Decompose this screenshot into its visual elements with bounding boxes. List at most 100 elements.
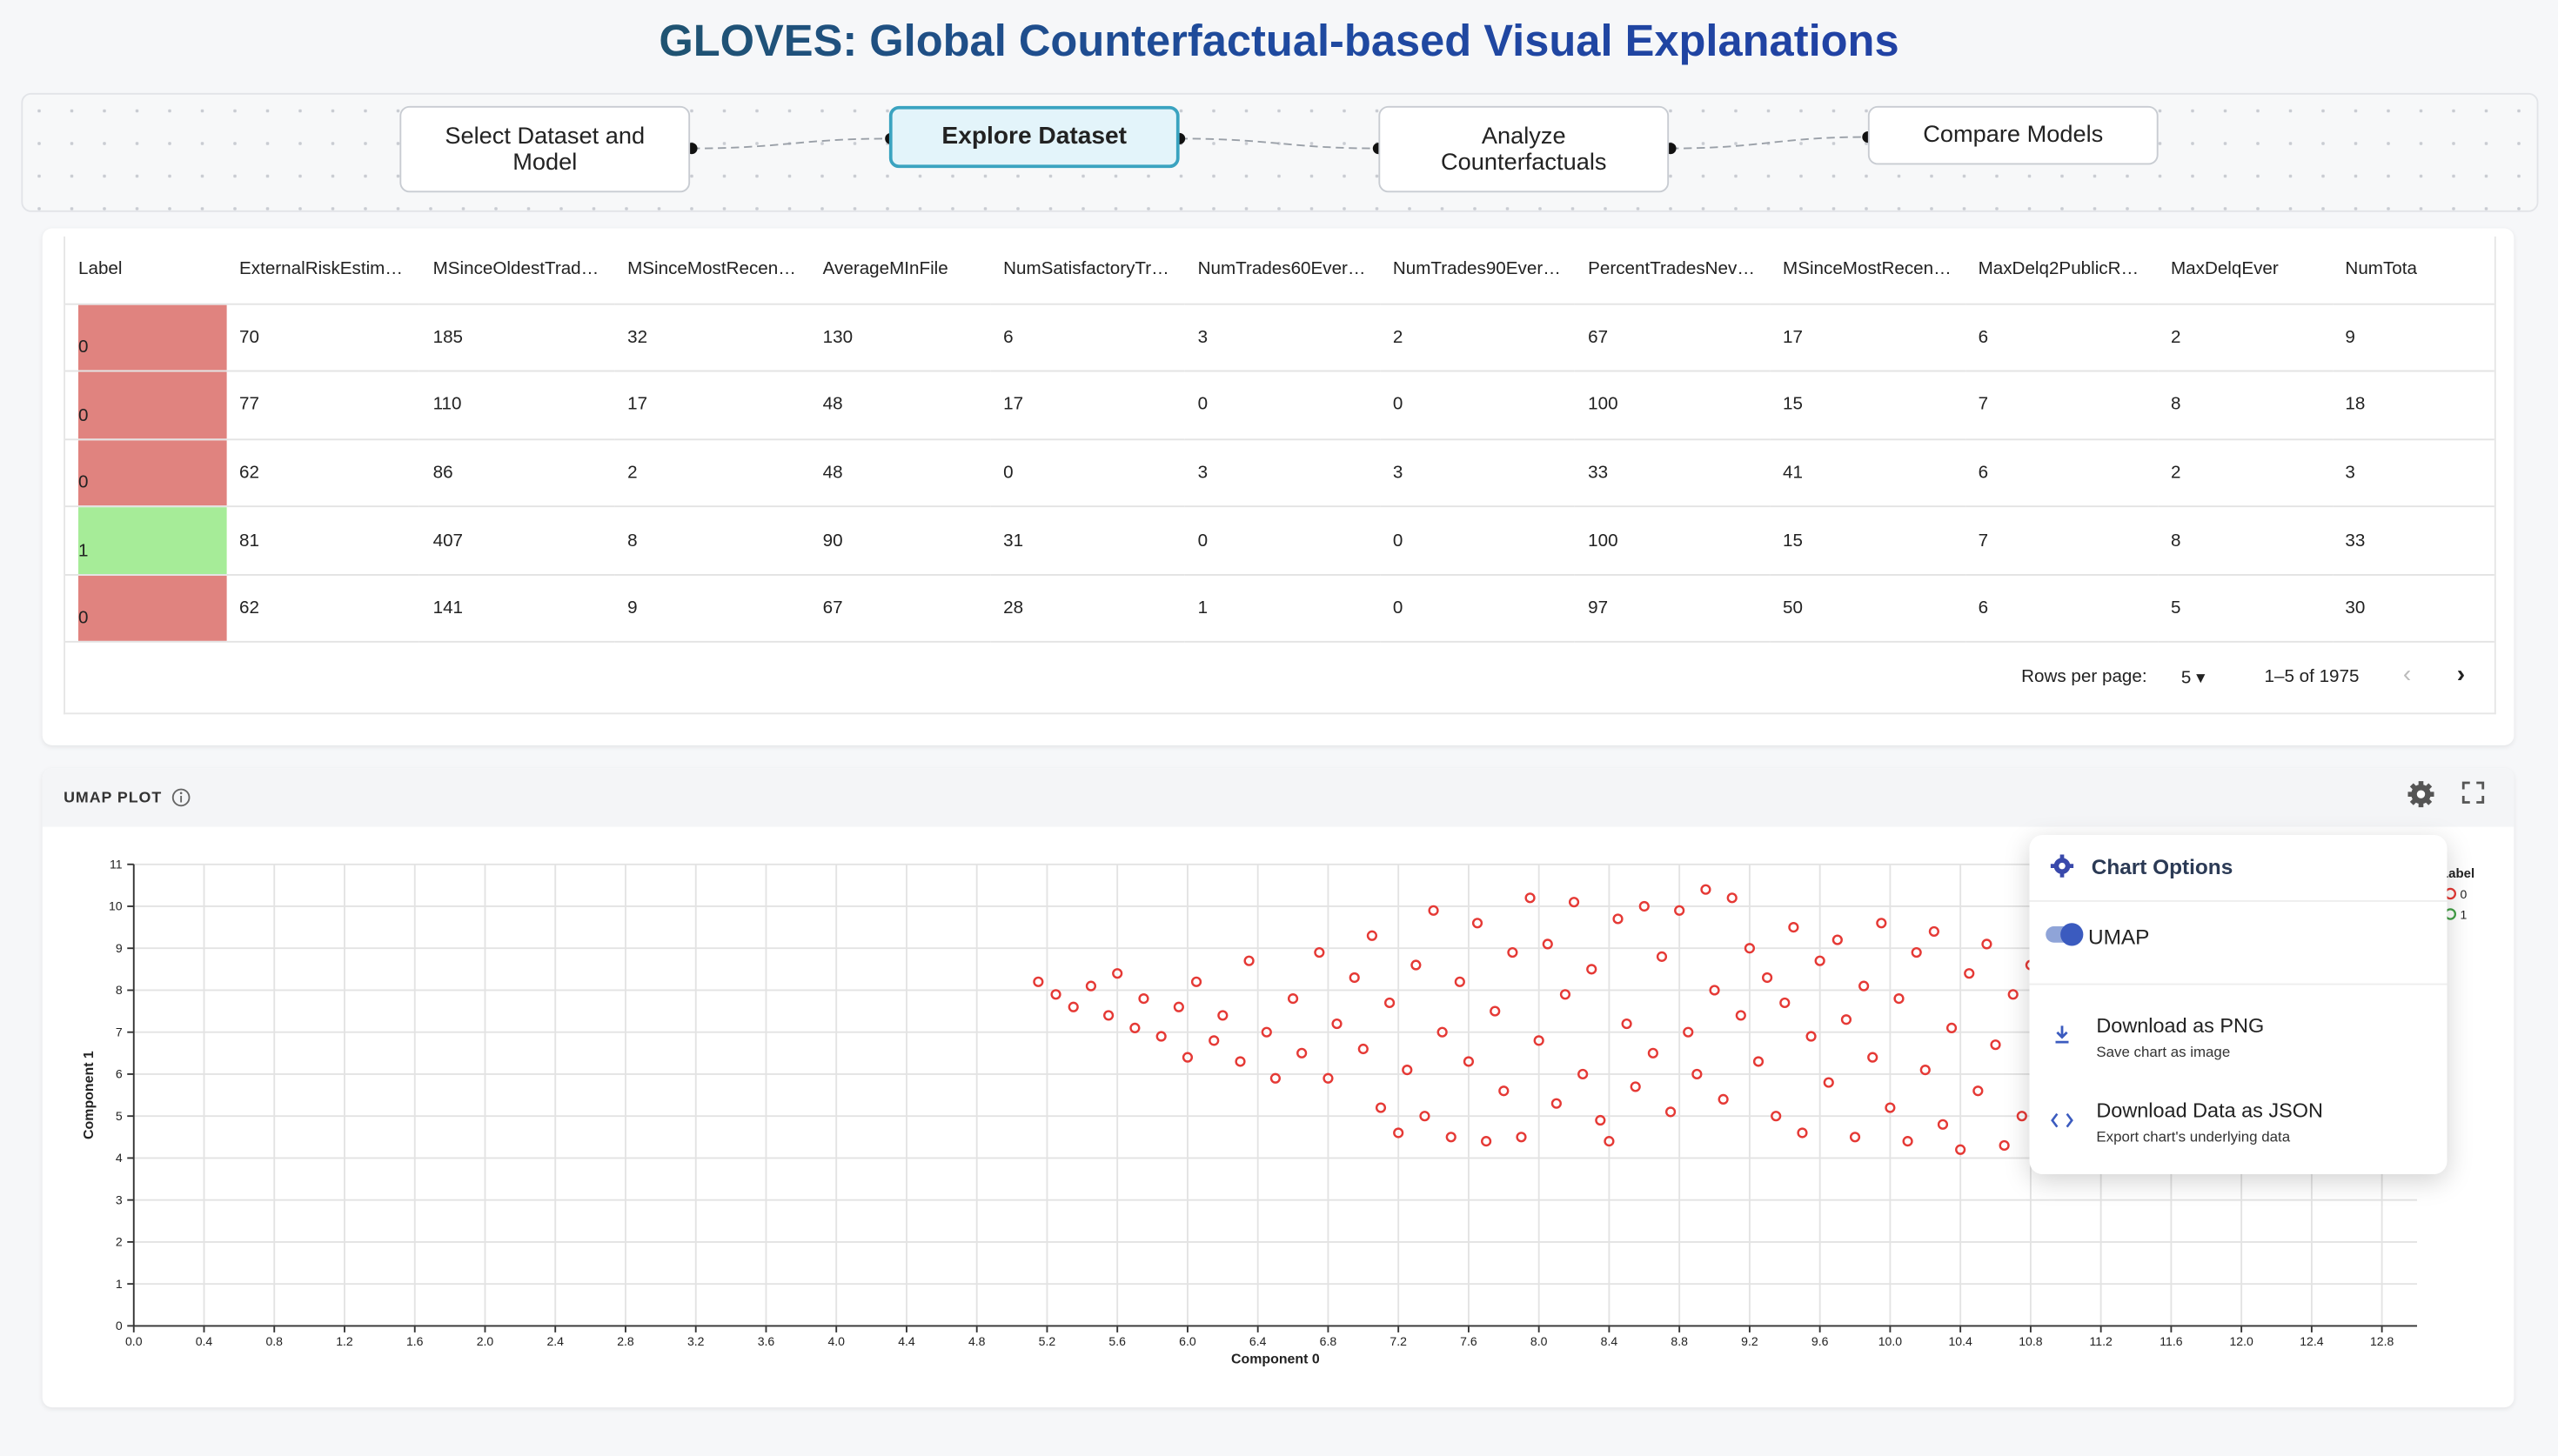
cell-text: 70 bbox=[239, 327, 260, 347]
cell-text: 6 bbox=[1978, 598, 1989, 618]
x-tick-label: 3.2 bbox=[687, 1334, 705, 1348]
x-tick-label: 12.4 bbox=[2300, 1334, 2324, 1348]
x-tick-label: 11.2 bbox=[2089, 1334, 2112, 1348]
table-cell: 110 bbox=[419, 371, 615, 440]
rows-per-page-select[interactable]: 5 ▾ bbox=[2180, 668, 2206, 689]
x-tick-label: 4.0 bbox=[827, 1334, 845, 1348]
data-point bbox=[1296, 1047, 1308, 1059]
y-tick-label: 6 bbox=[116, 1067, 123, 1081]
data-point bbox=[1788, 922, 1799, 933]
x-tick-label: 12.0 bbox=[2229, 1334, 2253, 1348]
step-button[interactable]: Explore Dataset bbox=[888, 105, 1180, 169]
table-cell: 67 bbox=[809, 574, 991, 644]
table-cell: 41 bbox=[1770, 438, 1965, 508]
settings-button[interactable] bbox=[2407, 779, 2436, 809]
data-point bbox=[1656, 951, 1668, 962]
data-point bbox=[1664, 1106, 1677, 1118]
table-row: 0 77 110 17 48 17 0 0 100 15 7 8 18 bbox=[65, 371, 2494, 440]
table-row: 1 81 407 8 90 31 0 0 100 15 7 8 33 bbox=[65, 506, 2494, 576]
column-header: NumTota bbox=[2332, 236, 2494, 304]
table-cell: 3 bbox=[1184, 303, 1380, 372]
column-header: MaxDelq2PublicR… bbox=[1965, 236, 2158, 304]
legend-label: 0 bbox=[2461, 887, 2468, 901]
label-badge bbox=[78, 575, 227, 641]
y-tick-label: 5 bbox=[116, 1109, 123, 1123]
table-cell: 6 bbox=[1965, 574, 2158, 644]
data-point bbox=[1269, 1072, 1281, 1084]
data-point bbox=[1647, 1047, 1658, 1059]
table-container: Label ExternalRiskEstim… MSinceOldestTrad…… bbox=[64, 236, 2496, 715]
cell-text: 130 bbox=[822, 327, 854, 347]
table-cell: 3 bbox=[2332, 438, 2494, 508]
data-point bbox=[1129, 1022, 1141, 1033]
table-cell: 81 bbox=[226, 506, 420, 576]
umap-toggle[interactable] bbox=[2046, 923, 2084, 946]
info-icon[interactable] bbox=[171, 788, 191, 808]
y-axis-label: Component 1 bbox=[82, 1051, 97, 1139]
step-button[interactable]: Analyze Counterfactuals bbox=[1378, 105, 1670, 193]
cell-text: 100 bbox=[1588, 531, 1618, 551]
data-point bbox=[1463, 1056, 1475, 1067]
column-header: MSinceOldestTrad… bbox=[419, 236, 615, 304]
cell-text: 1 bbox=[78, 541, 89, 561]
data-point bbox=[1831, 934, 1843, 945]
cell-text: 28 bbox=[1003, 598, 1024, 618]
column-header: Label bbox=[65, 236, 227, 304]
data-point bbox=[1595, 1114, 1606, 1126]
table-cell: 7 bbox=[1965, 371, 2158, 440]
prev-page[interactable]: ‹ bbox=[2402, 660, 2412, 689]
data-point bbox=[1858, 980, 1870, 992]
x-tick-label: 7.6 bbox=[1460, 1334, 1477, 1348]
data-point bbox=[1612, 913, 1624, 925]
x-tick-label: 4.8 bbox=[968, 1334, 986, 1348]
data-point bbox=[1471, 918, 1483, 929]
rows-per-page-value: 5 bbox=[2180, 668, 2192, 689]
label-badge bbox=[78, 304, 227, 370]
label-badge bbox=[78, 439, 227, 505]
data-point bbox=[2007, 989, 2019, 1000]
step-button[interactable]: Select Dataset and Model bbox=[399, 105, 691, 193]
menu-item-json[interactable]: Download Data as JSON Export chart's und… bbox=[2030, 1083, 2448, 1158]
data-point bbox=[1805, 1031, 1817, 1042]
data-point bbox=[1867, 1052, 1878, 1063]
toggle-label: UMAP bbox=[2088, 925, 2150, 950]
table-cell: 2 bbox=[2157, 303, 2333, 372]
data-point bbox=[1972, 1085, 1984, 1097]
fullscreen-button[interactable] bbox=[2461, 781, 2485, 804]
data-point bbox=[1990, 1039, 2001, 1051]
menu-item-png[interactable]: Download as PNG Save chart as image bbox=[2030, 998, 2448, 1073]
table-cell: 48 bbox=[809, 438, 991, 508]
data-point bbox=[1402, 1065, 1413, 1076]
data-point bbox=[1964, 968, 1975, 979]
cell-text: 62 bbox=[239, 598, 260, 618]
data-point bbox=[1683, 1026, 1694, 1038]
table-cell: 15 bbox=[1770, 371, 1965, 440]
x-tick-label: 9.2 bbox=[1741, 1334, 1758, 1348]
cell-text: 7 bbox=[1978, 395, 1989, 415]
data-point bbox=[1586, 964, 1597, 975]
step-button[interactable]: Compare Models bbox=[1867, 105, 2159, 165]
x-tick-label: 1.2 bbox=[336, 1334, 353, 1348]
table-cell: 0 bbox=[990, 438, 1185, 508]
options-icon bbox=[2050, 854, 2074, 878]
next-page[interactable]: › bbox=[2456, 660, 2466, 689]
table-cell: 15 bbox=[1770, 506, 1965, 576]
x-tick-label: 10.4 bbox=[1948, 1334, 1972, 1348]
data-point bbox=[1323, 1072, 1334, 1084]
cell-text: 141 bbox=[432, 598, 464, 618]
data-point bbox=[1550, 1098, 1562, 1109]
table-cell: 6 bbox=[990, 303, 1185, 372]
x-tick-label: 10.0 bbox=[1878, 1334, 1903, 1348]
table-cell: 0 bbox=[1379, 506, 1576, 576]
data-point bbox=[1621, 1018, 1632, 1030]
menu-item-sub: Export chart's underlying data bbox=[2096, 1128, 2291, 1145]
cell-text: 0 bbox=[78, 473, 89, 493]
y-tick-label: 2 bbox=[116, 1235, 123, 1249]
x-tick-label: 5.6 bbox=[1108, 1334, 1126, 1348]
label-cell: 0 bbox=[65, 371, 227, 440]
data-point bbox=[1507, 946, 1518, 958]
menu-item-sub: Save chart as image bbox=[2096, 1044, 2231, 1060]
column-header: PercentTradesNev… bbox=[1575, 236, 1771, 304]
y-tick-label: 0 bbox=[116, 1319, 123, 1332]
cell-text: 3 bbox=[1197, 463, 1209, 483]
